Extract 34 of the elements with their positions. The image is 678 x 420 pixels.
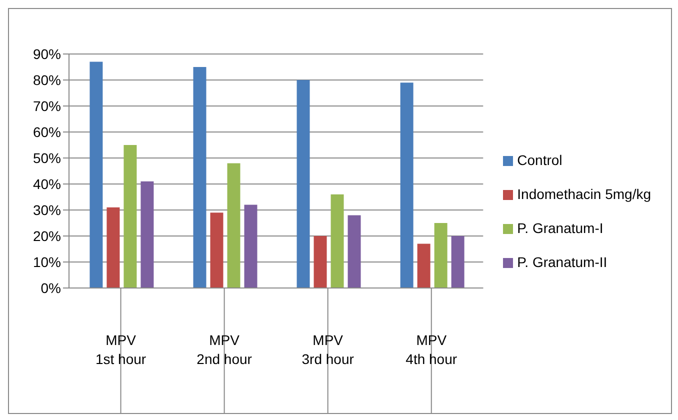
bar [348, 215, 361, 288]
bar [417, 244, 430, 288]
legend-label: Control [517, 152, 562, 168]
y-tick-label: 50% [32, 150, 61, 166]
bar [451, 236, 464, 288]
y-tick-label: 30% [32, 202, 61, 218]
bar [296, 80, 310, 288]
x-tick-label: MPV 3rd hour [302, 332, 354, 367]
y-tick-label: 20% [32, 228, 61, 244]
y-tick-label: 80% [32, 72, 61, 88]
y-tick-label: 70% [32, 98, 61, 114]
y-tick-label: 40% [32, 176, 61, 192]
legend-label: Indomethacin 5mg/kg [517, 186, 651, 202]
bar [210, 212, 224, 288]
bar [140, 181, 154, 288]
y-tick-label: 0% [40, 280, 61, 296]
y-tick-label: 60% [32, 124, 61, 140]
bar [244, 204, 258, 288]
legend-label: P. Granatum-I [517, 220, 604, 236]
x-tick-label: MPV 4th hour [406, 332, 458, 367]
bar [330, 194, 344, 288]
y-tick-label: 90% [32, 46, 61, 62]
bar [400, 82, 414, 288]
bar [106, 207, 120, 288]
bar [90, 62, 103, 288]
legend-label: P. Granatum-II [517, 254, 608, 270]
x-tick-label: MPV 1st hour [95, 332, 146, 367]
bar [124, 145, 137, 288]
bar [193, 67, 206, 288]
bar [227, 163, 240, 288]
bar [314, 236, 327, 288]
y-tick-label: 10% [32, 254, 61, 270]
bar [434, 223, 448, 288]
x-tick-label: MPV 2nd hour [196, 332, 252, 367]
